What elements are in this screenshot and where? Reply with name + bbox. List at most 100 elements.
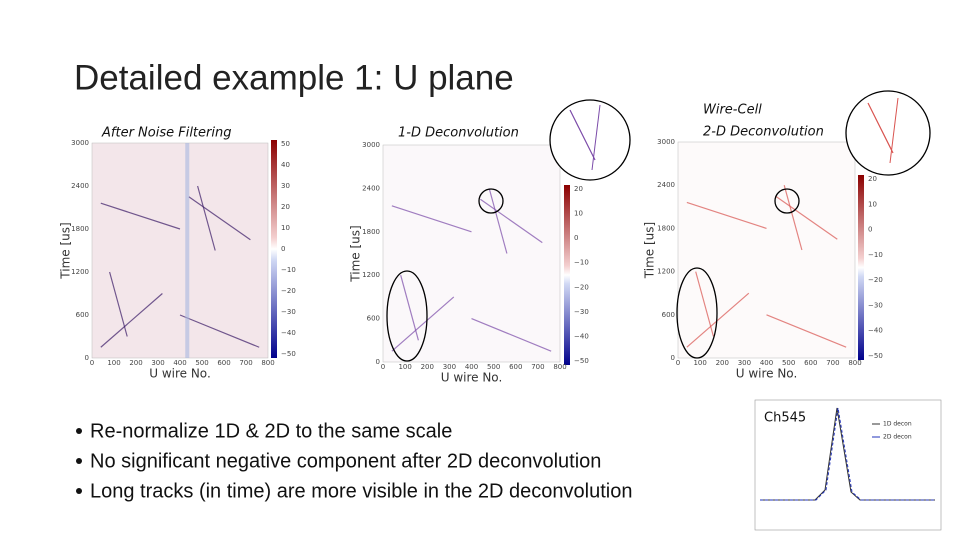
track	[766, 314, 847, 348]
track	[179, 314, 260, 348]
colorbar-tick-label: −40	[868, 327, 883, 335]
highlight-circle	[774, 188, 800, 214]
y-tick-label: 1200	[362, 271, 380, 279]
colorbar-tick-label: −30	[868, 301, 883, 309]
x-tick-label: 500	[195, 359, 208, 367]
x-tick-label: 800	[848, 359, 861, 367]
legend-text: 1D decon	[883, 421, 912, 428]
waveform-2d	[760, 407, 935, 501]
x-tick-label: 0	[381, 363, 385, 371]
inset-label: Ch545	[764, 411, 806, 426]
track	[783, 185, 803, 251]
y-tick-label: 2400	[657, 181, 675, 189]
track	[471, 318, 552, 352]
y-axis-label: Time [us]	[349, 225, 363, 282]
colorbar-tick-label: 50	[281, 140, 290, 148]
highlight-circle	[478, 188, 504, 214]
track	[686, 201, 767, 229]
colorbar-tick-label: 10	[574, 210, 583, 218]
track	[480, 198, 543, 244]
track	[488, 188, 508, 254]
bullet-text: Long tracks (in time) are more visible i…	[90, 480, 632, 502]
y-tick-label: 0	[376, 358, 380, 366]
x-tick-label: 0	[676, 359, 680, 367]
x-tick-label: 300	[151, 359, 164, 367]
x-tick-label: 700	[531, 363, 544, 371]
plot-area	[677, 141, 856, 359]
track	[400, 275, 419, 341]
x-axis-label: U wire No.	[736, 367, 798, 381]
x-tick-label: 300	[443, 363, 456, 371]
bullet-dot	[76, 428, 82, 434]
colorbar-tick-label: −10	[281, 266, 296, 274]
slide-title: Detailed example 1: U plane	[74, 58, 514, 97]
colorbar-tick-label: −20	[281, 287, 296, 295]
highlight-circle	[386, 270, 428, 362]
x-tick-label: 600	[509, 363, 522, 371]
panel-label: 1-D Deconvolution	[398, 126, 519, 141]
colorbar-tick-label: 20	[868, 175, 877, 183]
y-tick-label: 600	[367, 315, 380, 323]
x-tick-label: 600	[804, 359, 817, 367]
zoom-inset	[845, 90, 931, 176]
colorbar-tick-label: 0	[281, 245, 285, 253]
colorbar-tick-label: 10	[868, 200, 877, 208]
x-tick-label: 500	[782, 359, 795, 367]
x-tick-label: 800	[261, 359, 274, 367]
y-axis-label: Time [us]	[59, 222, 73, 279]
colorbar-tick-label: 0	[868, 226, 872, 234]
x-tick-label: 100	[693, 359, 706, 367]
track	[100, 202, 181, 230]
track	[188, 196, 251, 241]
zoom-track	[569, 109, 596, 161]
colorbar	[564, 185, 570, 365]
x-tick-label: 400	[465, 363, 478, 371]
y-tick-label: 0	[85, 354, 89, 362]
x-tick-label: 100	[107, 359, 120, 367]
x-tick-label: 200	[421, 363, 434, 371]
y-tick-label: 600	[662, 311, 675, 319]
colorbar	[858, 175, 864, 360]
y-tick-label: 1200	[71, 268, 89, 276]
zoom-inset	[549, 99, 631, 181]
noise-band	[185, 143, 190, 358]
colorbar-tick-label: −50	[281, 350, 296, 358]
x-tick-label: 700	[826, 359, 839, 367]
x-tick-label: 400	[173, 359, 186, 367]
x-tick-label: 100	[398, 363, 411, 371]
track	[100, 293, 163, 348]
colorbar-tick-label: 20	[281, 203, 290, 211]
x-tick-label: 200	[129, 359, 142, 367]
colorbar-tick-label: 0	[574, 234, 578, 242]
y-tick-label: 1200	[657, 268, 675, 276]
plot-area	[382, 144, 561, 363]
panel-label: Wire-Cell	[703, 103, 762, 118]
bullet-text: Re-normalize 1D & 2D to the same scale	[90, 420, 452, 442]
x-tick-label: 200	[716, 359, 729, 367]
track	[391, 205, 472, 233]
track	[197, 185, 216, 251]
panel-label: After Noise Filtering	[101, 126, 231, 141]
colorbar-tick-label: −10	[868, 251, 883, 259]
y-tick-label: 2400	[362, 184, 380, 192]
colorbar-tick-label: −50	[868, 352, 883, 360]
y-tick-label: 1800	[71, 225, 89, 233]
colorbar-tick-label: −30	[281, 308, 296, 316]
colorbar-tick-label: 10	[281, 224, 290, 232]
bullet-dot	[76, 458, 82, 464]
x-tick-label: 400	[760, 359, 773, 367]
colorbar-tick-label: −10	[574, 259, 589, 267]
colorbar	[271, 140, 277, 358]
x-tick-label: 500	[487, 363, 500, 371]
colorbar-tick-label: −20	[868, 276, 883, 284]
colorbar-tick-label: −20	[574, 283, 589, 291]
x-tick-label: 0	[90, 359, 94, 367]
x-tick-label: 700	[239, 359, 252, 367]
colorbar-tick-label: 30	[281, 182, 290, 190]
plot-area	[91, 142, 269, 359]
zoom-track	[867, 102, 894, 154]
bullet-text: No significant negative component after …	[90, 450, 601, 472]
colorbar-tick-label: 20	[574, 185, 583, 193]
colorbar-tick-label: −50	[574, 357, 589, 365]
track	[695, 271, 714, 337]
